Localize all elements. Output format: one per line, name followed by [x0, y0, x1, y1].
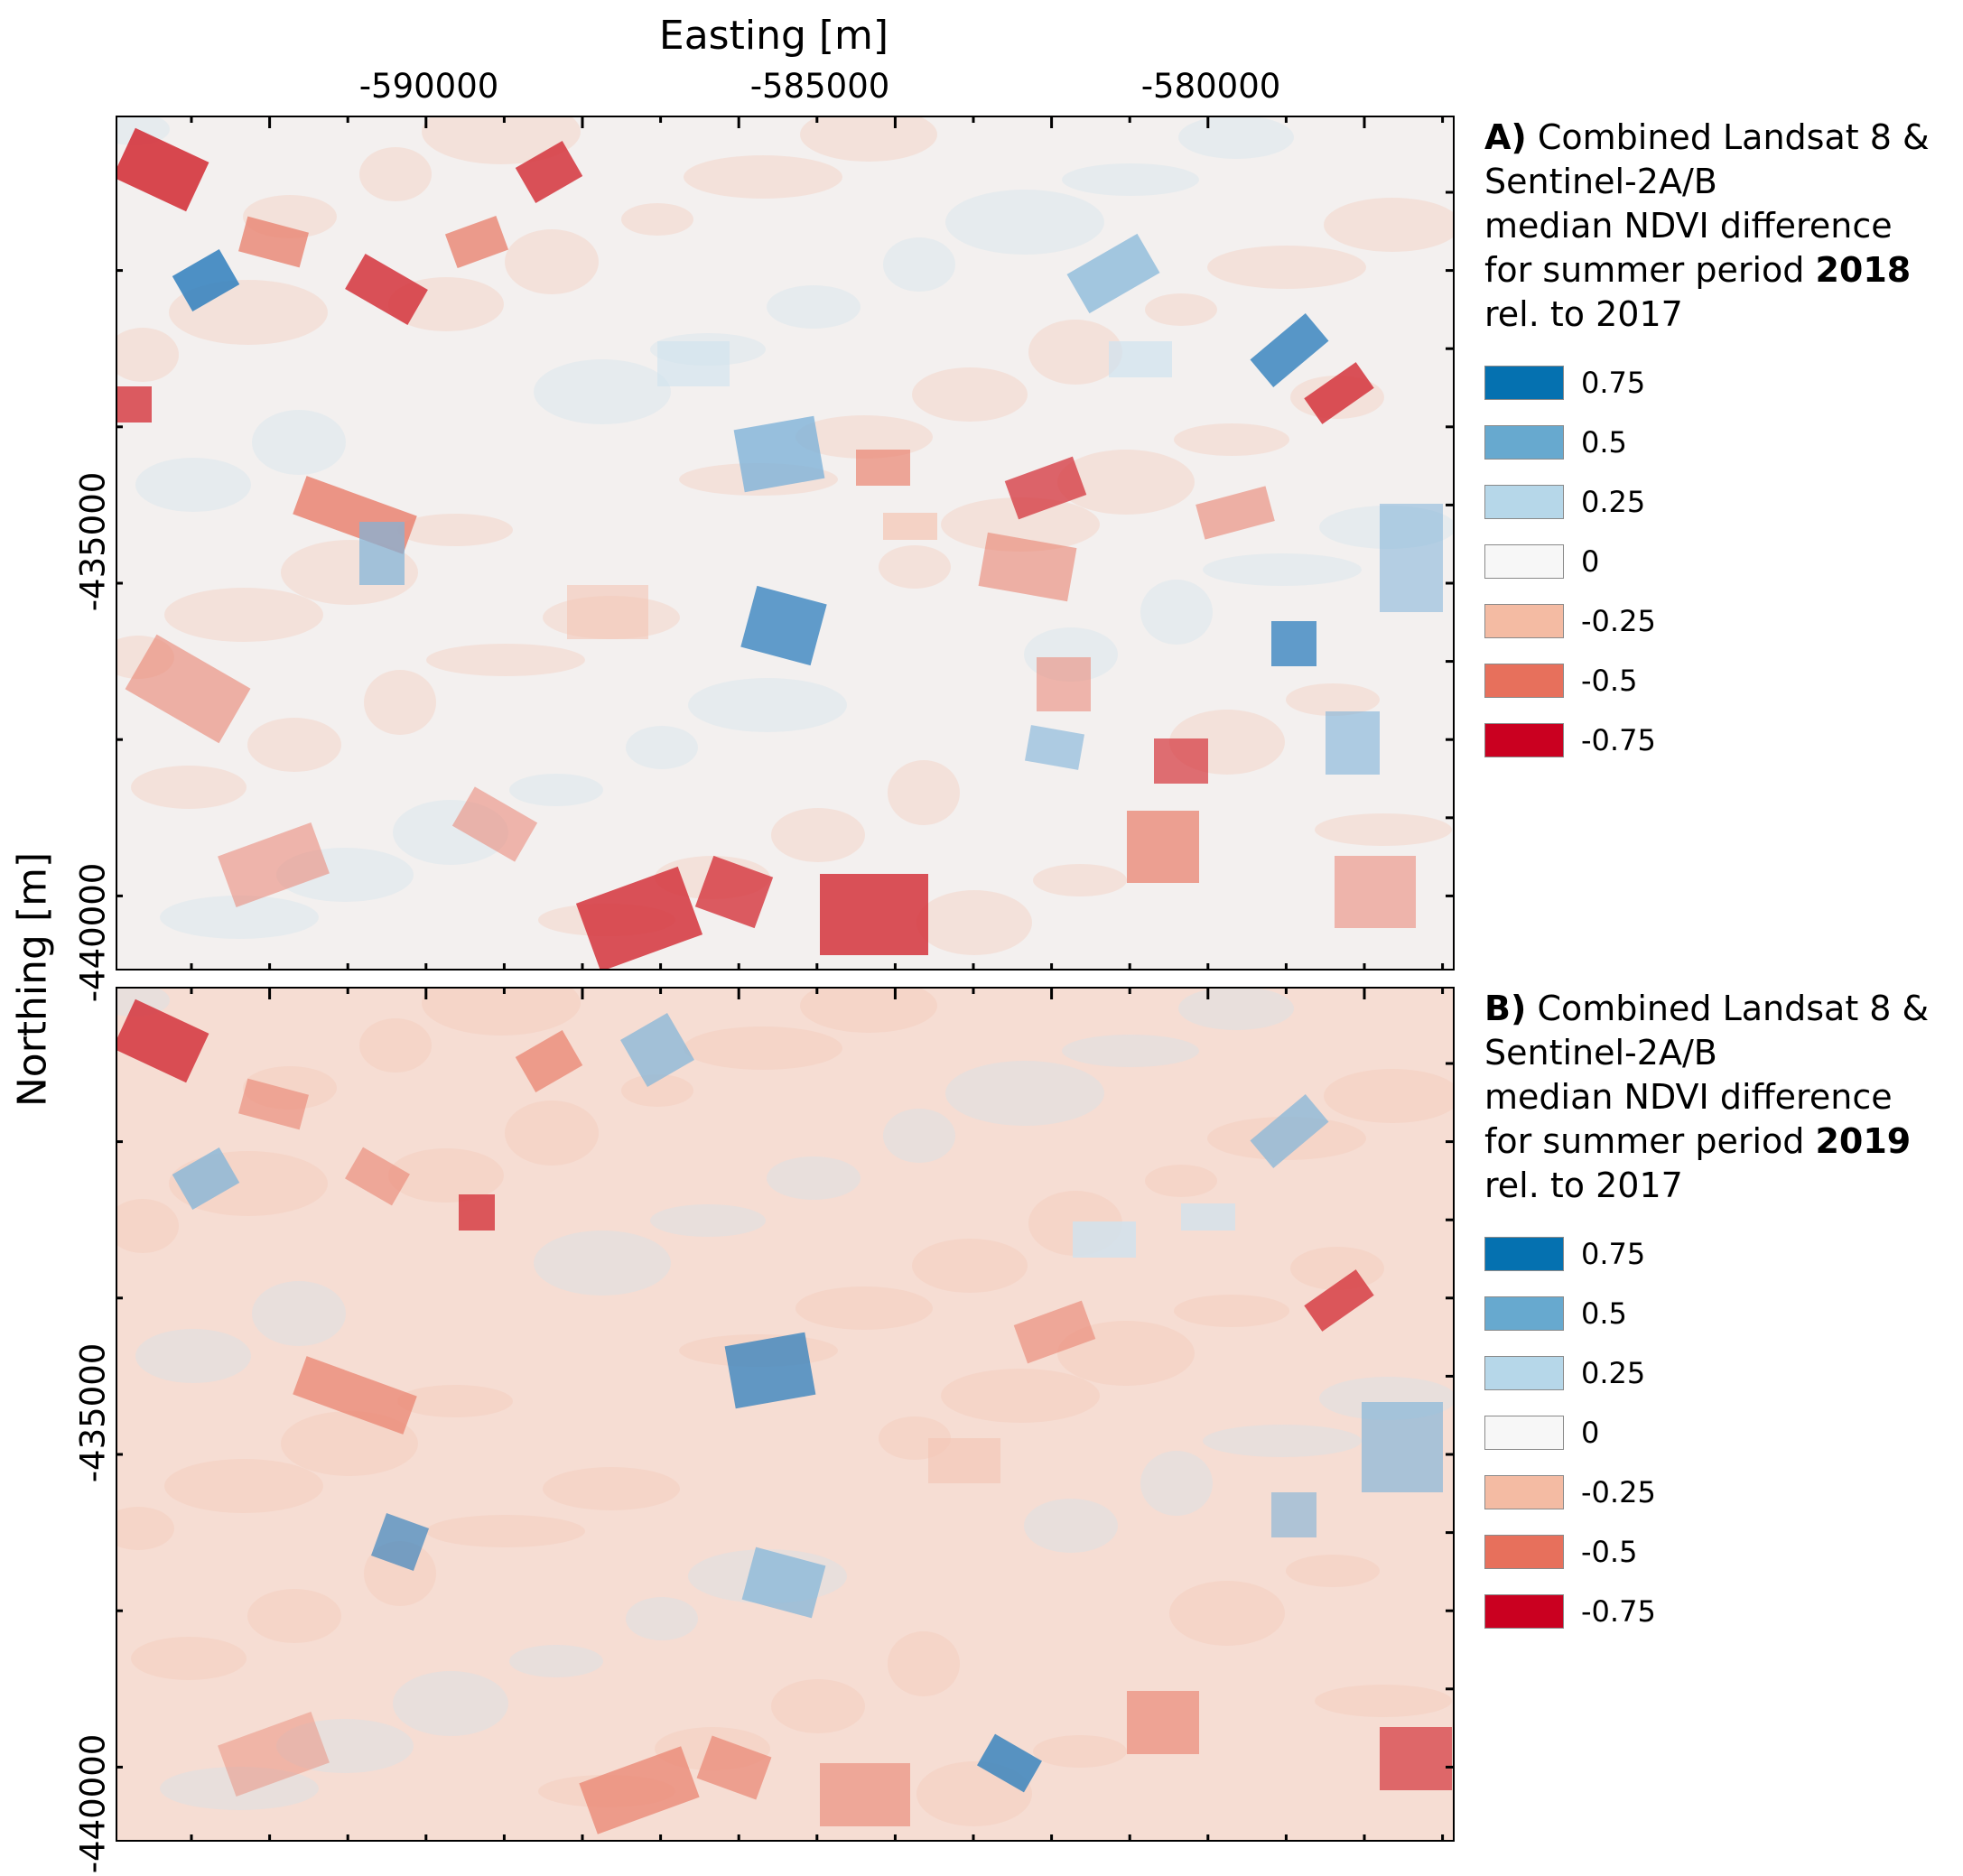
- legend-row: -0.5: [1484, 1535, 1954, 1594]
- legend-items: 0.75 0.5 0.25 0 -0.25 -0.5 -0.75: [1484, 366, 1954, 783]
- legend-a: A) Combined Landsat 8 & Sentinel-2A/B me…: [1484, 116, 1954, 783]
- legend-swatch: [1484, 485, 1564, 519]
- legend-label: 0.25: [1581, 485, 1646, 519]
- panel-label: B): [1484, 989, 1527, 1028]
- y-tick-label: -440000: [73, 1733, 113, 1874]
- x-tick-label: -580000: [1140, 67, 1281, 106]
- legend-label: 0: [1581, 544, 1600, 579]
- legend-swatch: [1484, 544, 1564, 579]
- legend-row: -0.5: [1484, 664, 1954, 723]
- legend-label: -0.25: [1581, 604, 1656, 638]
- legend-label: -0.5: [1581, 664, 1638, 698]
- legend-swatch: [1484, 425, 1564, 460]
- period-year: 2018: [1815, 250, 1912, 290]
- title-line: Sentinel-2A/B: [1484, 1033, 1717, 1073]
- y-axis-title: Northing [m]: [9, 851, 56, 1108]
- period-year: 2019: [1815, 1121, 1912, 1161]
- legend-swatch: [1484, 1594, 1564, 1629]
- reference-year: rel. to 2017: [1484, 294, 1683, 334]
- title-line: Sentinel-2A/B: [1484, 162, 1717, 201]
- title-line: Combined Landsat 8 &: [1537, 989, 1930, 1028]
- legend-title: B) Combined Landsat 8 & Sentinel-2A/B me…: [1484, 987, 1954, 1208]
- legend-label: -0.75: [1581, 1594, 1656, 1629]
- legend-b: B) Combined Landsat 8 & Sentinel-2A/B me…: [1484, 987, 1954, 1654]
- title-line: median NDVI difference: [1484, 1077, 1893, 1117]
- legend-swatch: [1484, 1237, 1564, 1271]
- x-tick-label: -590000: [358, 67, 499, 106]
- legend-row: 0.5: [1484, 1296, 1954, 1356]
- legend-row: 0: [1484, 1416, 1954, 1475]
- legend-row: -0.75: [1484, 1594, 1954, 1654]
- legend-row: -0.75: [1484, 723, 1954, 783]
- legend-swatch: [1484, 604, 1564, 638]
- y-tick-label: -440000: [73, 862, 113, 1003]
- legend-row: 0.25: [1484, 485, 1954, 544]
- ndvi-map-a: [116, 116, 1455, 971]
- legend-label: 0.5: [1581, 1296, 1627, 1331]
- legend-label: -0.25: [1581, 1475, 1656, 1509]
- legend-swatch: [1484, 723, 1564, 757]
- legend-row: 0: [1484, 544, 1954, 604]
- legend-label: 0.25: [1581, 1356, 1646, 1390]
- legend-row: 0.75: [1484, 1237, 1954, 1296]
- legend-row: -0.25: [1484, 1475, 1954, 1535]
- legend-swatch: [1484, 1356, 1564, 1390]
- period-prefix: for summer period: [1484, 250, 1816, 290]
- legend-swatch: [1484, 1535, 1564, 1569]
- legend-items: 0.75 0.5 0.25 0 -0.25 -0.5 -0.75: [1484, 1237, 1954, 1654]
- legend-row: 0.75: [1484, 366, 1954, 425]
- period-prefix: for summer period: [1484, 1121, 1816, 1161]
- legend-swatch: [1484, 1475, 1564, 1509]
- legend-label: 0.75: [1581, 1237, 1646, 1271]
- legend-title: A) Combined Landsat 8 & Sentinel-2A/B me…: [1484, 116, 1954, 337]
- title-line: Combined Landsat 8 &: [1537, 117, 1930, 157]
- x-axis-title: Easting [m]: [658, 13, 889, 59]
- reference-year: rel. to 2017: [1484, 1166, 1683, 1205]
- x-tick-label: -585000: [749, 67, 890, 106]
- legend-label: 0.75: [1581, 366, 1646, 400]
- legend-label: 0.5: [1581, 425, 1627, 460]
- y-tick-label: -435000: [73, 1342, 113, 1483]
- panel-label: A): [1484, 117, 1527, 157]
- legend-row: -0.25: [1484, 604, 1954, 664]
- legend-label: -0.75: [1581, 723, 1656, 757]
- legend-swatch: [1484, 1296, 1564, 1331]
- legend-row: 0.25: [1484, 1356, 1954, 1416]
- ndvi-map-b: [116, 987, 1455, 1842]
- legend-swatch: [1484, 664, 1564, 698]
- map-panel-a: [116, 116, 1455, 971]
- map-panel-b: [116, 987, 1455, 1842]
- legend-label: -0.5: [1581, 1535, 1638, 1569]
- legend-label: 0: [1581, 1416, 1600, 1450]
- legend-row: 0.5: [1484, 425, 1954, 485]
- title-line: median NDVI difference: [1484, 206, 1893, 246]
- y-tick-label: -435000: [73, 471, 113, 612]
- legend-swatch: [1484, 1416, 1564, 1450]
- legend-swatch: [1484, 366, 1564, 400]
